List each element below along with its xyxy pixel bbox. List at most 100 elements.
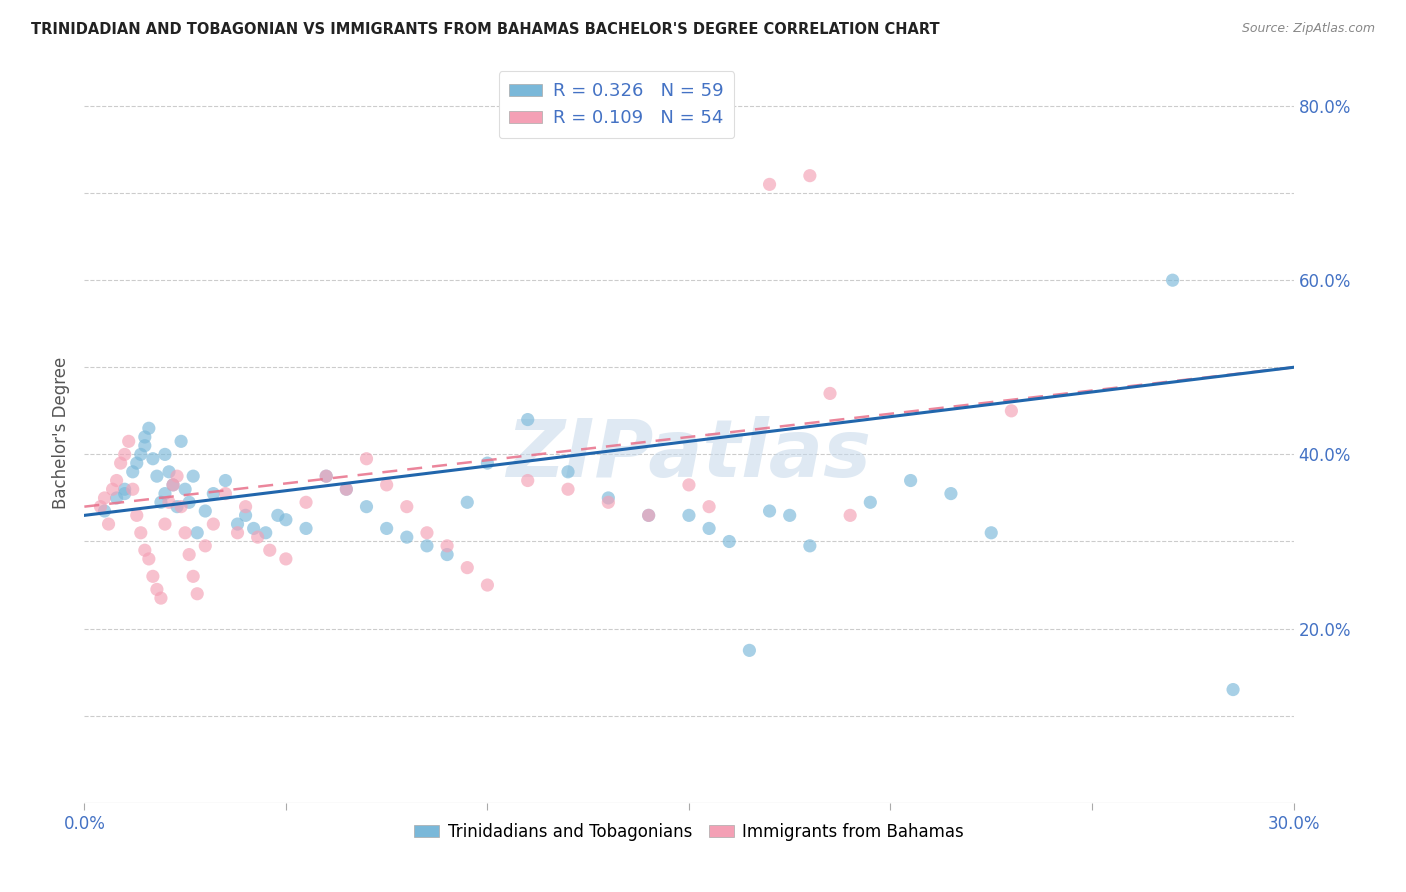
Point bbox=[637, 508, 659, 523]
Point bbox=[157, 495, 180, 509]
Point bbox=[194, 539, 217, 553]
Point bbox=[226, 525, 249, 540]
Point bbox=[839, 508, 862, 523]
Point bbox=[799, 539, 821, 553]
Point bbox=[259, 543, 281, 558]
Point bbox=[254, 525, 277, 540]
Point bbox=[146, 469, 169, 483]
Point bbox=[105, 474, 128, 488]
Point bbox=[121, 482, 143, 496]
Point bbox=[335, 482, 357, 496]
Point bbox=[134, 430, 156, 444]
Point bbox=[980, 525, 1002, 540]
Point bbox=[697, 500, 720, 514]
Point bbox=[900, 474, 922, 488]
Point bbox=[142, 569, 165, 583]
Point bbox=[153, 447, 176, 461]
Point bbox=[134, 439, 156, 453]
Point bbox=[153, 517, 176, 532]
Point bbox=[181, 569, 204, 583]
Point bbox=[678, 478, 700, 492]
Point bbox=[516, 474, 538, 488]
Point bbox=[202, 517, 225, 532]
Point bbox=[138, 421, 160, 435]
Point bbox=[738, 643, 761, 657]
Point bbox=[114, 486, 136, 500]
Point bbox=[186, 587, 208, 601]
Point bbox=[214, 486, 236, 500]
Point bbox=[235, 500, 257, 514]
Point bbox=[170, 500, 193, 514]
Point bbox=[315, 469, 337, 483]
Point bbox=[157, 465, 180, 479]
Point bbox=[939, 486, 962, 500]
Point bbox=[101, 482, 124, 496]
Point bbox=[436, 539, 458, 553]
Point bbox=[375, 478, 398, 492]
Point bbox=[166, 469, 188, 483]
Point bbox=[356, 451, 378, 466]
Point bbox=[89, 500, 111, 514]
Point bbox=[274, 552, 297, 566]
Point bbox=[557, 465, 579, 479]
Y-axis label: Bachelor's Degree: Bachelor's Degree bbox=[52, 357, 70, 508]
Point bbox=[179, 495, 201, 509]
Point bbox=[246, 530, 269, 544]
Point bbox=[395, 500, 418, 514]
Point bbox=[162, 478, 184, 492]
Point bbox=[697, 521, 720, 535]
Point bbox=[295, 495, 318, 509]
Point bbox=[456, 495, 478, 509]
Point bbox=[779, 508, 801, 523]
Point bbox=[118, 434, 141, 449]
Point bbox=[134, 543, 156, 558]
Point bbox=[125, 456, 148, 470]
Point bbox=[129, 447, 152, 461]
Point bbox=[598, 491, 620, 505]
Point bbox=[758, 178, 780, 192]
Point bbox=[375, 521, 398, 535]
Point bbox=[456, 560, 478, 574]
Point bbox=[153, 486, 176, 500]
Point bbox=[477, 456, 499, 470]
Point bbox=[557, 482, 579, 496]
Point bbox=[356, 500, 378, 514]
Legend: Trinidadians and Tobagonians, Immigrants from Bahamas: Trinidadians and Tobagonians, Immigrants… bbox=[408, 816, 970, 847]
Point bbox=[516, 412, 538, 426]
Point bbox=[416, 525, 439, 540]
Point bbox=[758, 504, 780, 518]
Point bbox=[105, 491, 128, 505]
Point bbox=[149, 591, 172, 606]
Point bbox=[202, 486, 225, 500]
Point bbox=[129, 525, 152, 540]
Point bbox=[174, 525, 197, 540]
Point bbox=[637, 508, 659, 523]
Point bbox=[1222, 682, 1244, 697]
Point bbox=[295, 521, 318, 535]
Point bbox=[93, 504, 115, 518]
Point bbox=[1000, 404, 1022, 418]
Point bbox=[859, 495, 882, 509]
Point bbox=[121, 465, 143, 479]
Point bbox=[174, 482, 197, 496]
Point bbox=[186, 525, 208, 540]
Point bbox=[114, 482, 136, 496]
Point bbox=[114, 447, 136, 461]
Point bbox=[274, 513, 297, 527]
Point bbox=[97, 517, 120, 532]
Text: ZIPatlas: ZIPatlas bbox=[506, 416, 872, 494]
Point bbox=[335, 482, 357, 496]
Point bbox=[162, 478, 184, 492]
Point bbox=[170, 434, 193, 449]
Point bbox=[226, 517, 249, 532]
Point bbox=[93, 491, 115, 505]
Point bbox=[416, 539, 439, 553]
Point bbox=[1161, 273, 1184, 287]
Point bbox=[125, 508, 148, 523]
Point bbox=[166, 500, 188, 514]
Point bbox=[477, 578, 499, 592]
Point bbox=[598, 495, 620, 509]
Point bbox=[149, 495, 172, 509]
Point bbox=[142, 451, 165, 466]
Point bbox=[799, 169, 821, 183]
